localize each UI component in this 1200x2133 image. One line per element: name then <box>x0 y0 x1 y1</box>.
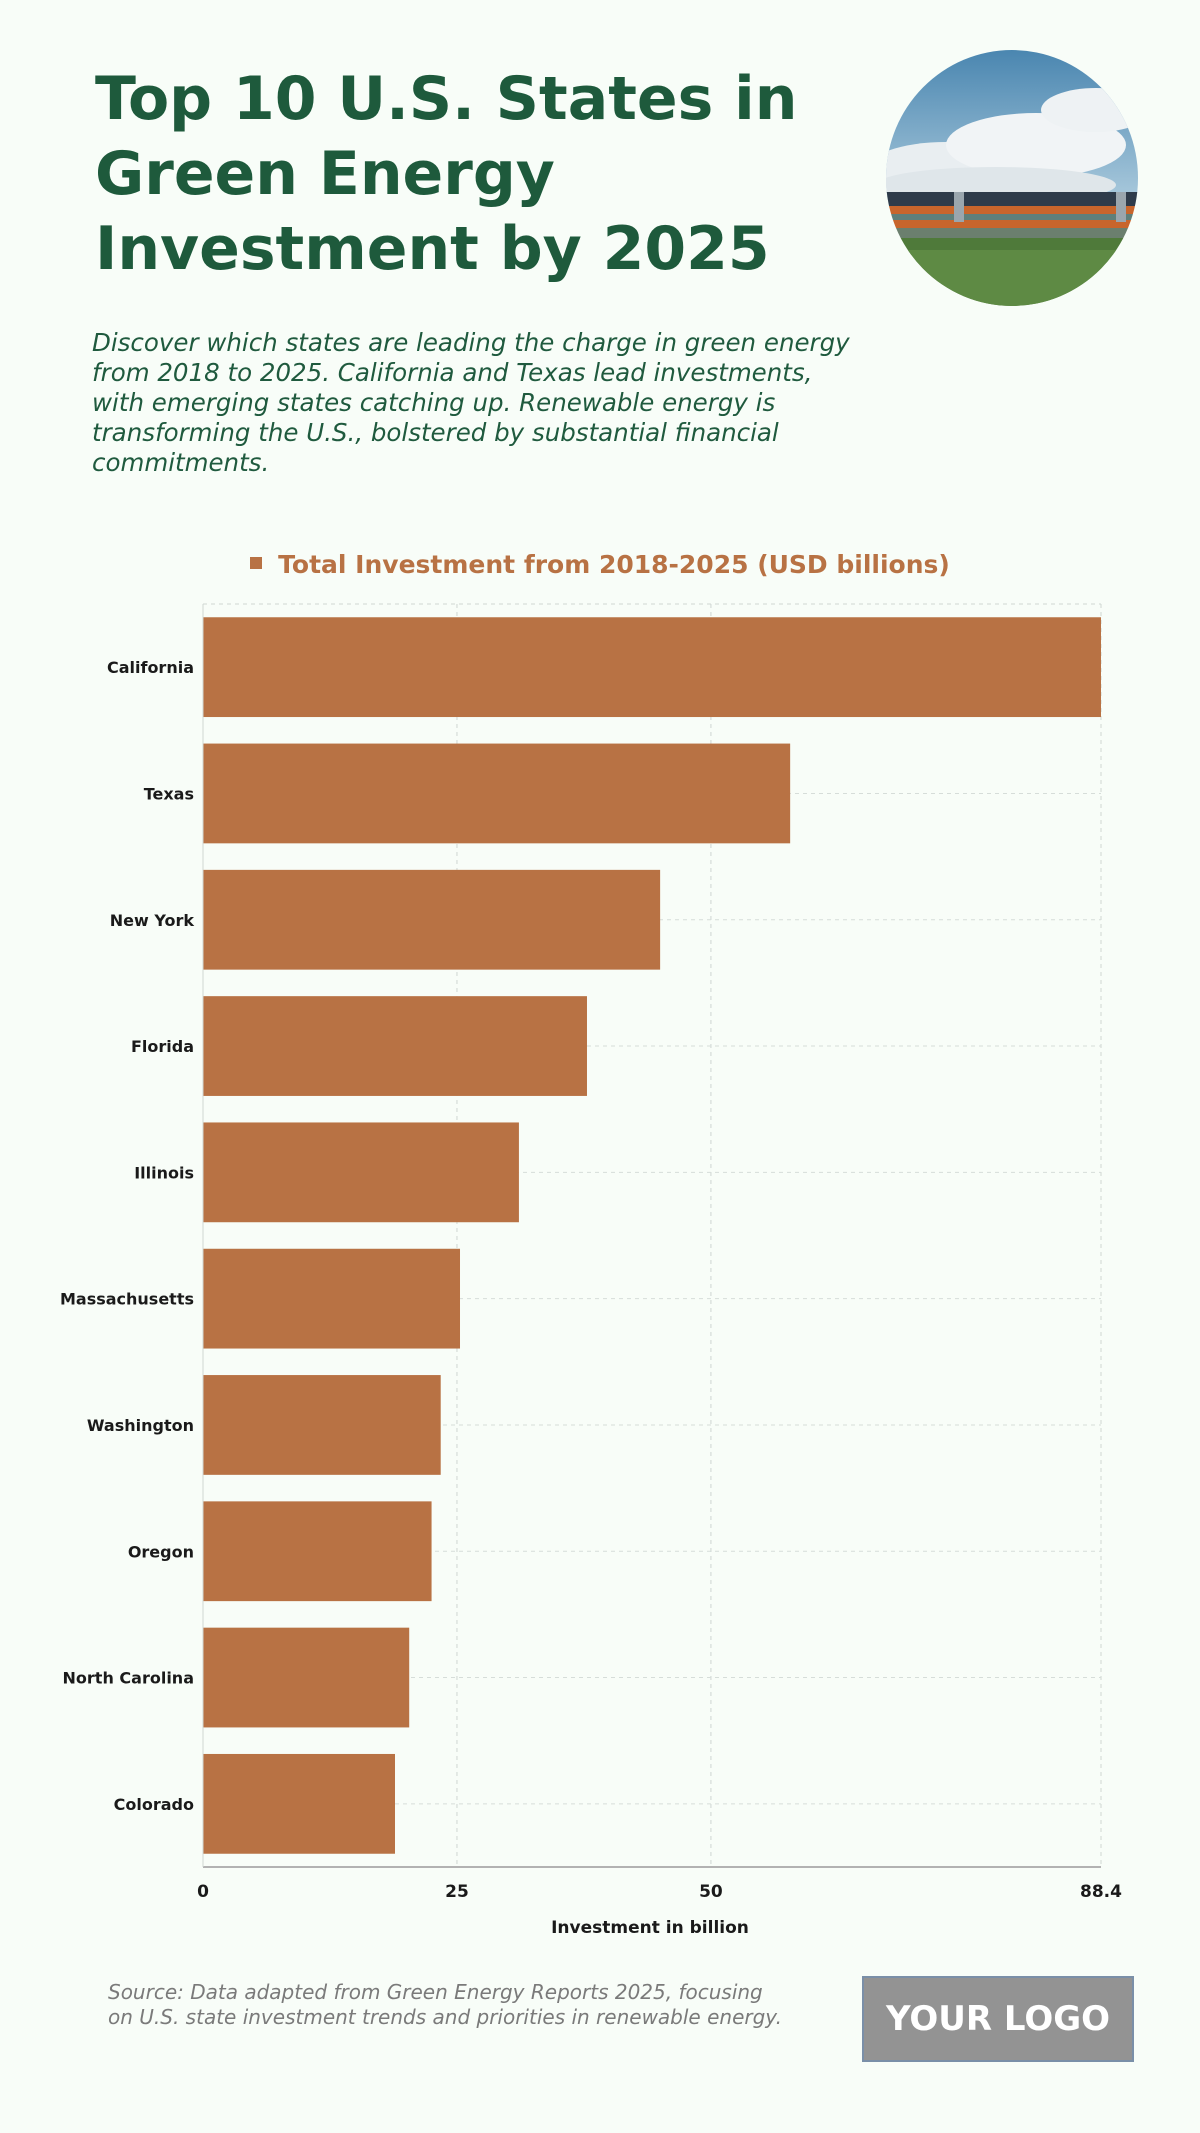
logo-placeholder: YOUR LOGO <box>862 1976 1134 2062</box>
x-tick-label: 25 <box>445 1882 469 1902</box>
category-label: California <box>107 658 194 677</box>
source-note: Source: Data adapted from Green Energy R… <box>108 1980 782 2029</box>
category-label: Colorado <box>114 1795 194 1814</box>
category-label: New York <box>110 911 195 930</box>
x-axis-label: Investment in billion <box>551 1918 749 1938</box>
bar-chart: California Texas New York Florida Illinois Ma… <box>60 603 1122 1902</box>
bar <box>203 617 1101 718</box>
legend-swatch <box>250 557 263 569</box>
category-label: Oregon <box>128 1542 194 1561</box>
legend-label: Total Investment from 2018-2025 (USD bil… <box>278 550 950 579</box>
bar <box>203 743 791 844</box>
chart-legend: Total Investment from 2018-2025 (USD bil… <box>0 550 1200 579</box>
x-tick-label: 0 <box>197 1882 209 1902</box>
category-label: Massachusetts <box>60 1290 194 1309</box>
bar <box>203 869 661 970</box>
bar <box>203 1375 441 1475</box>
x-tick-label: 50 <box>699 1882 723 1902</box>
category-label: Illinois <box>134 1163 194 1182</box>
solar-farm-photo <box>886 50 1138 306</box>
page-title: Top 10 U.S. States in Green Energy Inves… <box>95 64 798 284</box>
bar <box>203 1627 410 1728</box>
category-label: North Carolina <box>63 1669 194 1688</box>
category-label: Washington <box>87 1416 194 1435</box>
bar <box>203 1248 461 1349</box>
category-label: Florida <box>131 1037 194 1056</box>
page-subtitle: Discover which states are leading the ch… <box>92 328 850 477</box>
bar <box>203 1753 395 1854</box>
category-label: Texas <box>144 784 194 803</box>
x-tick-label: 88.4 <box>1080 1882 1122 1902</box>
bar <box>203 996 587 1096</box>
bar <box>203 1501 432 1602</box>
bar <box>203 1122 519 1223</box>
